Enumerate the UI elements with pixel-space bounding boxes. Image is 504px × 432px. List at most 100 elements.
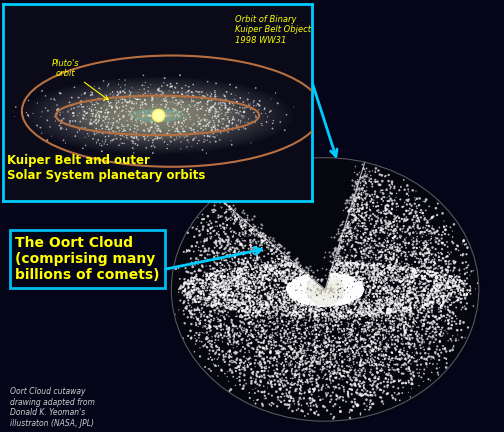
Point (279, 312, 287, 319)
Point (322, 215, 330, 222)
Point (311, 299, 319, 305)
Point (306, 303, 314, 310)
Point (365, 217, 373, 224)
Point (286, 285, 294, 292)
Point (288, 311, 296, 318)
Point (309, 240, 317, 247)
Point (276, 242, 284, 249)
Point (258, 193, 266, 200)
Point (302, 274, 310, 281)
Point (222, 280, 230, 287)
Point (350, 213, 358, 219)
Point (257, 306, 265, 313)
Point (263, 343, 271, 349)
Point (296, 297, 304, 304)
Point (351, 162, 359, 169)
Point (398, 294, 406, 301)
Point (445, 321, 453, 327)
Point (379, 190, 387, 197)
Point (157, 88, 165, 95)
Point (351, 235, 359, 242)
Point (298, 334, 306, 340)
Point (447, 325, 455, 332)
Point (262, 263, 270, 270)
Point (226, 241, 234, 248)
Point (400, 352, 408, 359)
Point (299, 201, 307, 208)
Point (143, 112, 151, 119)
Point (428, 292, 436, 299)
Point (381, 225, 389, 232)
Point (53, 106, 61, 113)
Point (300, 183, 308, 190)
Point (397, 227, 405, 234)
Point (381, 236, 389, 243)
Point (345, 305, 353, 311)
Point (461, 292, 469, 299)
Point (345, 278, 353, 285)
Point (302, 277, 310, 284)
Point (333, 299, 341, 306)
Point (323, 258, 331, 265)
Point (292, 292, 300, 299)
Point (262, 302, 270, 309)
Point (294, 264, 302, 270)
Point (297, 295, 305, 302)
Point (398, 215, 406, 222)
Point (275, 303, 283, 310)
Point (220, 238, 228, 245)
Point (295, 401, 303, 408)
Point (274, 366, 282, 373)
Point (214, 113, 222, 120)
Point (347, 286, 355, 292)
Point (325, 318, 333, 324)
Point (173, 128, 181, 135)
Point (334, 245, 342, 252)
Point (420, 269, 428, 276)
Point (313, 403, 321, 410)
Point (377, 187, 385, 194)
Point (244, 292, 252, 299)
Point (279, 290, 287, 297)
Point (293, 274, 301, 281)
Point (147, 90, 155, 97)
Point (447, 249, 455, 256)
Point (352, 298, 360, 305)
Point (299, 277, 307, 284)
Point (258, 239, 266, 246)
Point (406, 284, 414, 291)
Point (268, 341, 276, 348)
Point (403, 292, 411, 299)
Point (240, 325, 248, 332)
Point (344, 267, 352, 274)
Point (328, 339, 336, 346)
Point (319, 292, 327, 299)
Point (387, 379, 395, 386)
Point (213, 272, 221, 279)
Point (350, 286, 358, 292)
Point (243, 294, 251, 301)
Point (184, 89, 193, 96)
Point (234, 246, 242, 253)
Point (197, 258, 205, 265)
Ellipse shape (138, 110, 177, 121)
Point (355, 217, 363, 224)
Point (266, 292, 274, 299)
Point (344, 208, 352, 215)
Point (356, 218, 364, 225)
Point (306, 306, 314, 313)
Point (330, 363, 338, 370)
Point (257, 273, 265, 280)
Point (294, 285, 302, 292)
Point (370, 178, 379, 185)
Point (263, 283, 271, 290)
Point (379, 362, 387, 369)
Point (358, 263, 366, 270)
Point (381, 327, 389, 334)
Point (341, 285, 349, 292)
Point (434, 200, 442, 207)
Point (289, 291, 297, 298)
Point (421, 229, 429, 235)
Point (410, 340, 418, 347)
Point (445, 318, 453, 324)
